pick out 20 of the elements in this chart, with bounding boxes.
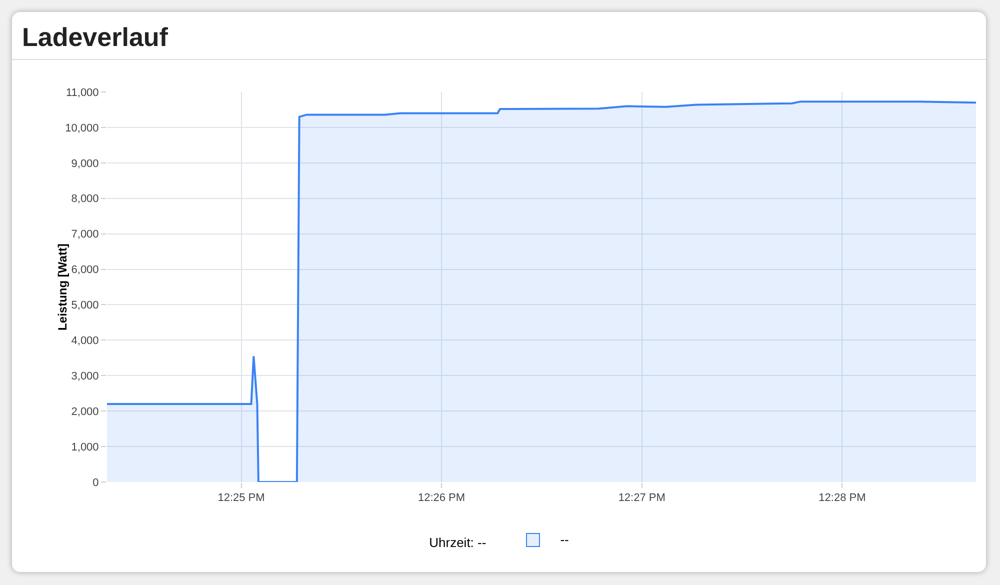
y-tick-label: 4,000 (71, 335, 99, 348)
text: -- (560, 532, 569, 547)
y-tick-label: 0 (92, 476, 99, 489)
y-tick-label: 7,000 (71, 228, 99, 241)
y-tick-label: 1,000 (71, 441, 99, 454)
y-tick-label: 8,000 (71, 193, 99, 206)
y-axis-title: Leistung [Watt] (55, 244, 70, 330)
y-tick-label: 10,000 (65, 122, 99, 134)
chart-title: Ladeverlauf (12, 12, 986, 60)
y-tick-label: 2,000 (71, 406, 99, 418)
y-tick-label: 5,000 (71, 300, 99, 312)
text: Uhrzeit: -- (429, 534, 486, 550)
y-tick-label: 6,000 (71, 264, 99, 276)
x-tick-label: 12:28 PM (818, 492, 866, 504)
x-tick-label: 12:26 PM (418, 492, 466, 504)
x-tick-label: 12:27 PM (618, 492, 666, 504)
y-tick-label: 3,000 (71, 370, 99, 382)
y-tick-label: 9,000 (71, 158, 99, 170)
y-tick-label: 11,000 (66, 86, 99, 99)
x-tick-label: 12:25 PM (218, 492, 265, 504)
